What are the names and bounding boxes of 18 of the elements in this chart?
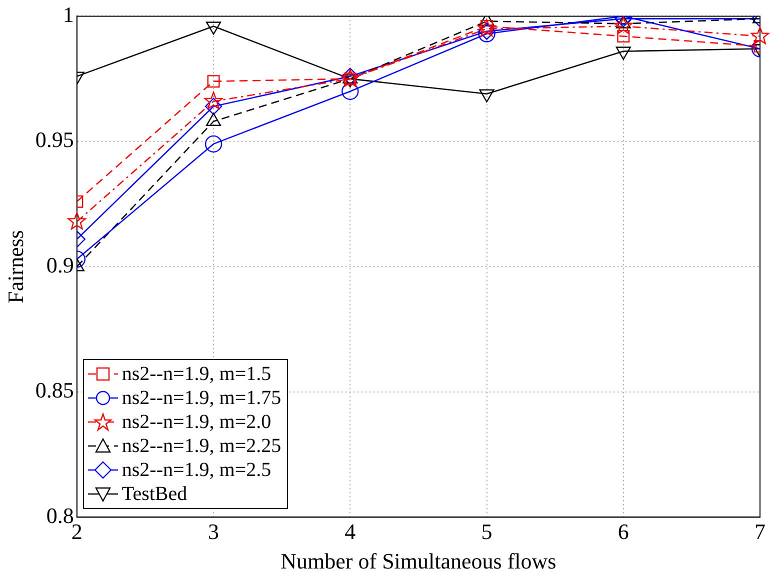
x-tick-label: 5: [481, 519, 492, 544]
y-tick-label: 0.95: [35, 127, 74, 152]
legend-label: ns2--n=1.9, m=2.25: [122, 434, 282, 458]
legend-label: ns2--n=1.9, m=1.5: [122, 362, 272, 386]
legend-label: ns2--n=1.9, m=2.5: [122, 458, 272, 482]
legend-label: ns2--n=1.9, m=2.0: [122, 410, 272, 434]
y-tick-label: 0.85: [35, 378, 74, 403]
legend-label: TestBed: [122, 482, 188, 506]
x-tick-label: 7: [754, 519, 766, 544]
y-tick-label: 0.8: [46, 502, 74, 528]
y-tick-label: 1: [62, 2, 74, 27]
y-axis-title: Fairness: [2, 230, 28, 304]
x-tick-label: 4: [344, 519, 356, 544]
x-axis-title: Number of Simultaneous flows: [280, 548, 556, 574]
legend-label: ns2--n=1.9, m=1.75: [122, 386, 282, 410]
y-tick-label: 0.9: [46, 252, 74, 278]
x-tick-label: 3: [208, 519, 220, 544]
x-tick-label: 6: [618, 519, 629, 544]
